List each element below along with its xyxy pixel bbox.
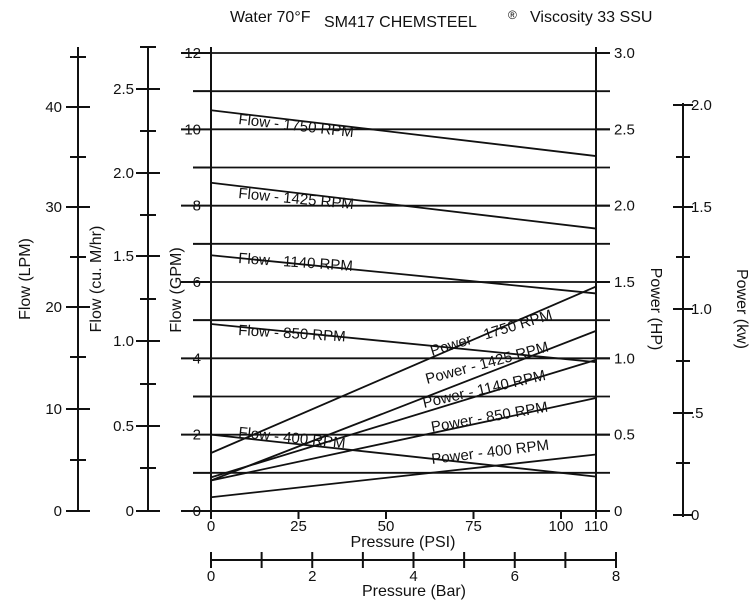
flow-series-line: [210, 254, 597, 295]
power-series-line: [210, 285, 597, 454]
cum-tick-label: 2.0: [113, 165, 134, 182]
gpm-tick-label: 0: [193, 503, 201, 520]
hp-tick-label: 0: [614, 503, 622, 520]
hp-axis-label: Power (HP): [647, 268, 664, 351]
psi-tick-label: 25: [290, 518, 307, 535]
cum-tick-label: 0: [126, 503, 134, 520]
kw-tick-label: 2.0: [691, 97, 712, 114]
cum-axis-label: Flow (cu. M/hr): [88, 226, 105, 333]
power-series-line: [210, 358, 597, 479]
power-series-line: [210, 453, 597, 499]
gpm-tick-label: 8: [193, 198, 201, 215]
gpm-tick-label: 4: [193, 350, 201, 367]
psi-tick-label: 0: [207, 518, 215, 535]
hp-tick-label: 1.0: [614, 350, 635, 367]
kw-tick-label: 1.0: [691, 301, 712, 318]
hp-tick-label: 2.0: [614, 198, 635, 215]
lpm-tick-label: 30: [45, 199, 62, 216]
gpm-tick-label: 6: [193, 274, 201, 291]
kw-tick-label: 1.5: [691, 199, 712, 216]
flow-series-label: Flow - 1140 RPM: [238, 250, 354, 275]
kw-tick-label: 0: [691, 507, 699, 524]
chart-title-viscosity: Viscosity 33 SSU: [530, 9, 652, 26]
flow-series-label: Flow - 400 RPM: [238, 424, 347, 452]
gpm-tick-label: 12: [184, 45, 201, 62]
psi-tick-label: 100: [548, 518, 573, 535]
gpm-tick-label: 2: [193, 427, 201, 444]
lpm-tick-label: 10: [45, 401, 62, 418]
flow-series-line: [210, 433, 597, 478]
bar-tick-label: 2: [308, 568, 316, 585]
bar-tick-label: 0: [207, 568, 215, 585]
psi-axis-label: Pressure (PSI): [351, 534, 456, 551]
chart-title-model: SM417 CHEMSTEEL: [324, 14, 477, 31]
lpm-axis-label: Flow (LPM): [17, 238, 34, 320]
psi-tick-label: 50: [378, 518, 395, 535]
hp-tick-label: 3.0: [614, 45, 635, 62]
hp-tick-label: 2.5: [614, 121, 635, 138]
lpm-tick-label: 0: [54, 503, 62, 520]
kw-tick-label: .5: [691, 405, 704, 422]
flow-series-label: Flow - 1750 RPM: [238, 111, 355, 141]
flow-series-line: [210, 109, 597, 157]
bar-axis-label: Pressure (Bar): [362, 583, 466, 600]
cum-tick-label: 0.5: [113, 418, 134, 435]
power-series-line: [210, 330, 597, 482]
hp-tick-label: 0.5: [614, 427, 635, 444]
flow-series-label: Flow - 1425 RPM: [238, 185, 355, 213]
gpm-tick-label: 10: [184, 121, 201, 138]
cum-tick-label: 1.5: [113, 248, 134, 265]
series-labels: Flow - 1750 RPM Flow - 1425 RPM Flow - 114…: [238, 111, 555, 468]
bar-tick-label: 4: [409, 568, 417, 585]
power-series-label: Power - 400 RPM: [430, 437, 550, 468]
psi-tick-label: 110: [584, 518, 608, 535]
psi-tick-label: 75: [465, 518, 482, 535]
gridlines: [211, 52, 610, 512]
flow-series-line: [210, 181, 597, 230]
chart-title-registered-mark: ®: [508, 8, 517, 22]
kw-axis-label: Power (kw): [733, 269, 750, 349]
lpm-tick-label: 40: [45, 99, 62, 116]
cum-tick-label: 1.0: [113, 333, 134, 350]
hp-tick-label: 1.5: [614, 274, 635, 291]
cum-tick-label: 2.5: [113, 81, 134, 98]
series: [210, 109, 597, 499]
gpm-axis-label: Flow (GPM): [168, 247, 185, 332]
lpm-tick-label: 20: [45, 299, 62, 316]
power-series-line: [210, 397, 597, 482]
chart-title-conditions: Water 70°F: [230, 9, 311, 26]
bar-tick-label: 6: [511, 568, 519, 585]
bar-tick-label: 8: [612, 568, 620, 585]
flow-series-label: Flow - 850 RPM: [238, 322, 346, 346]
